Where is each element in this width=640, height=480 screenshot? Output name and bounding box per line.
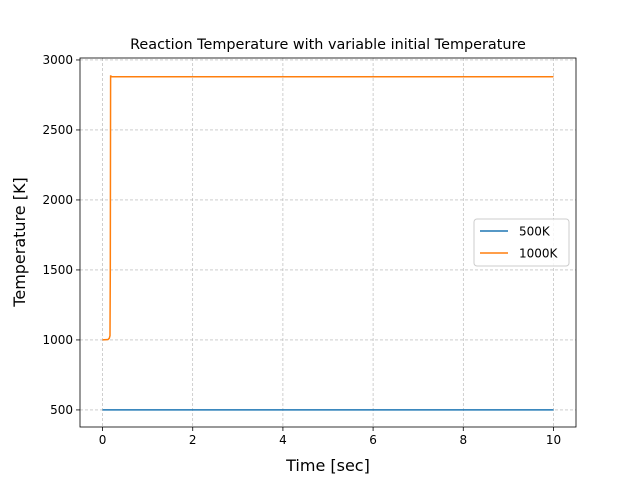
- legend: 500K 1000K: [473, 218, 570, 267]
- y-tick-label: 500: [50, 403, 73, 417]
- series-line-1000K: [102, 75, 554, 341]
- y-tick-label: 3000: [42, 53, 73, 67]
- x-tick-label: 6: [369, 433, 377, 447]
- x-tick-label: 8: [459, 433, 467, 447]
- y-axis-label: Temperature [K]: [10, 177, 29, 307]
- y-tick-label: 2500: [42, 123, 73, 137]
- y-tick-label: 2000: [42, 193, 73, 207]
- x-tick-label: 4: [279, 433, 287, 447]
- x-tick-label: 10: [546, 433, 561, 447]
- legend-label-1000K: 1000K: [519, 247, 559, 261]
- axes-frame: [79, 57, 577, 428]
- y-tick-label: 1000: [42, 333, 73, 347]
- y-tick-label: 1500: [42, 263, 73, 277]
- x-axis-label: Time [sec]: [285, 456, 370, 475]
- chart-title: Reaction Temperature with variable initi…: [130, 37, 526, 53]
- x-tick-label: 0: [99, 433, 107, 447]
- legend-label-500K: 500K: [519, 225, 551, 239]
- x-tick-label: 2: [189, 433, 197, 447]
